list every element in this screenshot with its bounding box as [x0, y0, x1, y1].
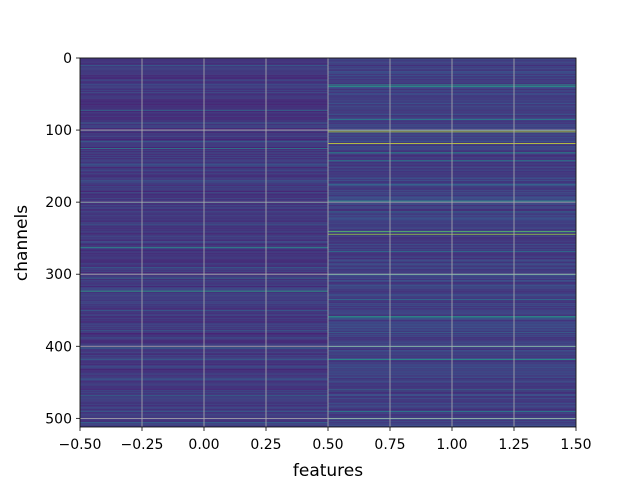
y-tick-label: 300	[45, 267, 72, 283]
x-tick-label: 0.00	[188, 437, 219, 453]
y-tick-label: 500	[45, 411, 72, 427]
x-tick-label: 0.50	[312, 437, 343, 453]
y-tick-label: 100	[45, 123, 72, 139]
x-tick-label: 1.25	[498, 437, 529, 453]
y-axis-label: channels	[12, 205, 32, 281]
x-axis-label: features	[293, 461, 363, 480]
y-tick-label: 400	[45, 339, 72, 355]
y-axis-ticks: 0 100 200 300 400 500	[45, 51, 80, 427]
y-tick-label: 0	[63, 51, 72, 67]
x-axis-ticks: −0.50 −0.25 0.00 0.25 0.50 0.75 1.00 1.25 1.50	[59, 427, 592, 453]
x-tick-label: 1.00	[436, 437, 467, 453]
x-tick-label: −0.25	[121, 437, 164, 453]
x-tick-label: 1.50	[560, 437, 591, 453]
y-tick-label: 200	[45, 195, 72, 211]
x-tick-label: 0.75	[374, 437, 405, 453]
x-tick-label: −0.50	[59, 437, 102, 453]
x-tick-label: 0.25	[250, 437, 281, 453]
